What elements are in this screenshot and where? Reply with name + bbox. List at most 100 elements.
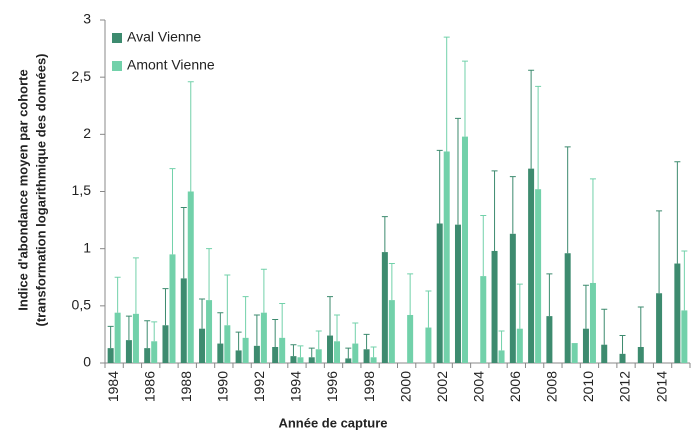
error-bar	[199, 298, 206, 329]
error-bar	[253, 314, 260, 346]
bar	[454, 224, 461, 363]
error-bar	[114, 276, 121, 313]
error-bar	[279, 303, 286, 338]
error-bar	[589, 178, 596, 283]
bar	[491, 250, 498, 363]
bar	[363, 349, 370, 363]
error-bar	[169, 168, 176, 255]
bar	[144, 348, 151, 363]
bar	[637, 346, 644, 363]
bar	[169, 254, 176, 363]
bar	[297, 357, 304, 363]
x-tick-label: 1988	[178, 371, 194, 402]
y-tick-label: 1	[83, 239, 91, 255]
bar	[260, 312, 267, 363]
error-bar	[107, 325, 114, 349]
bar	[114, 312, 121, 363]
x-tick-label: 2008	[544, 371, 560, 402]
bar	[290, 356, 297, 363]
error-bar	[363, 333, 370, 350]
error-bar	[144, 320, 151, 349]
error-bar	[436, 149, 443, 224]
bar	[498, 350, 505, 363]
bar	[206, 300, 213, 363]
bar	[125, 340, 132, 363]
x-tick-label: 1996	[324, 371, 340, 402]
error-bar	[443, 36, 450, 152]
error-bar	[509, 176, 516, 234]
error-bar	[480, 215, 487, 277]
error-bar	[327, 296, 334, 336]
bar	[564, 253, 571, 363]
error-bar	[370, 346, 377, 358]
x-tick-label: 2014	[653, 371, 669, 402]
bar	[535, 189, 542, 363]
bar	[674, 263, 681, 363]
bar	[370, 357, 377, 363]
x-tick-label: 2000	[397, 371, 413, 402]
bar	[327, 335, 334, 363]
bar	[151, 341, 158, 363]
bar	[279, 337, 286, 363]
x-tick-label: 2004	[470, 371, 486, 402]
error-bar	[290, 344, 297, 357]
error-bar	[601, 308, 608, 345]
error-bar	[297, 345, 304, 358]
bar	[461, 136, 468, 363]
bar	[681, 310, 688, 363]
bar	[132, 313, 139, 363]
bar	[601, 344, 608, 363]
legend-label: Aval Vienne	[127, 29, 201, 45]
error-bar	[162, 288, 169, 326]
bar	[582, 328, 589, 363]
error-bar	[454, 117, 461, 225]
error-bar	[637, 306, 644, 347]
error-bar	[345, 347, 352, 359]
error-bar	[461, 60, 468, 137]
bar	[619, 353, 626, 363]
bar	[443, 151, 450, 363]
bar	[546, 316, 553, 363]
x-tick-label: 2006	[507, 371, 523, 402]
error-bar	[535, 85, 542, 190]
error-bar	[381, 216, 388, 253]
bar	[381, 252, 388, 363]
error-bar	[125, 315, 132, 341]
error-bar	[242, 296, 249, 338]
error-bar	[619, 335, 626, 354]
error-bar	[491, 170, 498, 251]
error-bar	[388, 263, 395, 301]
bar	[224, 325, 231, 363]
error-bar	[407, 273, 414, 315]
bar	[516, 328, 523, 363]
error-bar	[546, 273, 553, 317]
error-bar	[516, 283, 523, 329]
bar	[199, 328, 206, 363]
bar	[187, 191, 194, 363]
bar	[509, 233, 516, 363]
error-bar	[528, 69, 535, 169]
y-tick-label: 2,5	[72, 68, 92, 84]
bar	[253, 345, 260, 363]
error-bar	[132, 257, 139, 314]
y-tick-label: 3	[83, 11, 91, 27]
bar	[352, 343, 359, 363]
bar	[180, 278, 187, 363]
bar	[388, 300, 395, 363]
bar	[656, 293, 663, 363]
bar	[425, 327, 432, 363]
y-axis-title: (transformation logarithmique des donnée…	[33, 53, 48, 326]
bar	[272, 346, 279, 363]
bar	[242, 337, 249, 363]
error-bar	[206, 248, 213, 301]
error-bar	[217, 312, 224, 344]
error-bar	[564, 146, 571, 254]
y-tick-label: 0	[83, 354, 91, 370]
bar	[162, 325, 169, 363]
error-bar	[308, 347, 315, 358]
x-tick-label: 2002	[434, 371, 450, 402]
error-bar	[498, 330, 505, 351]
y-tick-label: 1,5	[72, 182, 92, 198]
y-axis-title: Indice d'abondance moyen par cohorte	[15, 69, 30, 310]
error-bar	[674, 161, 681, 264]
